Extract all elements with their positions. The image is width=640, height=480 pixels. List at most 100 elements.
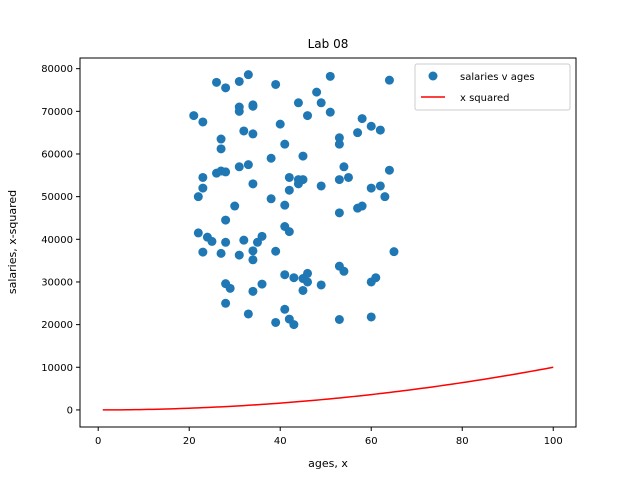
scatter-point [316,98,326,108]
y-axis: 0 10000 20000 30000 40000 50000 60000 70000 8000… [41,64,80,416]
scatter-point [303,268,313,278]
scatter-point [257,231,267,241]
scatter-point [221,83,231,93]
x-squared-line [102,366,554,411]
x-axis: 0 20 40 60 80 100 [95,427,563,447]
scatter-point [384,165,394,175]
scatter-point [280,304,290,314]
scatter-point [334,139,344,149]
scatter-point [284,227,294,237]
scatter-point [280,270,290,280]
legend-frame [414,63,571,111]
y-axis-label: salaries, x-squared [6,190,19,294]
y-tick-label: 40000 [41,235,73,246]
scatter-point [198,247,208,257]
scatter-point [339,266,349,276]
scatter-point [275,119,285,129]
legend-marker-salaries [428,71,438,81]
scatter-point [198,117,208,127]
scatter-point [230,201,240,211]
scatter-point [384,75,394,85]
legend-label-salaries: salaries v ages [460,72,535,83]
legend: salaries v ages x squared [414,63,571,111]
y-tick-label: 30000 [41,277,73,288]
x-tick-label: 100 [544,436,563,447]
x-tick-label: 40 [274,436,287,447]
scatter-point [316,181,326,191]
scatter-point [293,98,303,108]
scatter-point [366,312,376,322]
scatter-point [366,121,376,131]
scatter-point [221,167,231,177]
scatter-point [334,133,344,143]
scatter-point [248,246,258,256]
scatter-point [289,273,299,283]
scatter-point [325,71,335,81]
scatter-point [189,111,199,121]
y-tick-label: 20000 [41,320,73,331]
x-tick-label: 60 [365,436,378,447]
x-tick-label: 20 [183,436,196,447]
y-tick-label: 50000 [41,192,73,203]
x-axis-label: ages, x [308,457,348,470]
y-tick-label: 60000 [41,149,73,160]
scatter-point [239,126,249,136]
scatter-point [389,247,399,257]
scatter-point [280,139,290,149]
scatter-point [198,183,208,193]
scatter-point [271,246,281,256]
line-series [102,366,554,411]
scatter-point [334,314,344,324]
scatter-point [334,208,344,218]
scatter-point [248,129,258,139]
scatter-point [289,320,299,330]
scatter-point [239,235,249,245]
scatter-point [303,111,313,121]
y-tick-label: 10000 [41,363,73,374]
scatter-point [243,309,253,319]
scatter-point [212,77,222,87]
scatter-point [371,273,381,283]
scatter-point [243,160,253,170]
plot-area: 0 20 40 60 80 100 0 10000 20000 30000 40000 50000 6… [41,57,577,447]
scatter-point [271,79,281,89]
scatter-point [225,283,235,293]
scatter-point [216,134,226,144]
scatter-point [298,151,308,161]
scatter-point [193,192,203,202]
legend-label-x-squared: x squared [460,93,510,104]
scatter-point [266,194,276,204]
scatter-point [248,255,258,265]
scatter-point [312,87,322,97]
scatter-point [353,128,363,138]
scatter-point [216,144,226,154]
scatter-point [221,237,231,247]
scatter-point [280,200,290,210]
scatter-point [366,183,376,193]
scatter-point [216,248,226,258]
scatter-point [325,107,335,117]
scatter-point [357,201,367,211]
scatter-point [357,114,367,124]
scatter-point [207,236,217,246]
scatter-point [221,298,231,308]
scatter-point [234,162,244,172]
scatter-point [248,101,258,111]
y-tick-label: 0 [67,405,73,416]
scatter-point [234,250,244,260]
scatter-point [339,162,349,172]
scatter-point [266,153,276,163]
scatter-point [257,279,267,289]
scatter-point [284,185,294,195]
scatter-point [375,181,385,191]
scatter-point [343,172,353,182]
scatter-point [334,175,344,185]
scatter-point [198,172,208,182]
scatter-point [248,179,258,189]
scatter-point [298,285,308,295]
scatter-series [189,70,399,330]
scatter-point [284,172,294,182]
scatter-point [193,228,203,238]
scatter-point [248,286,258,296]
